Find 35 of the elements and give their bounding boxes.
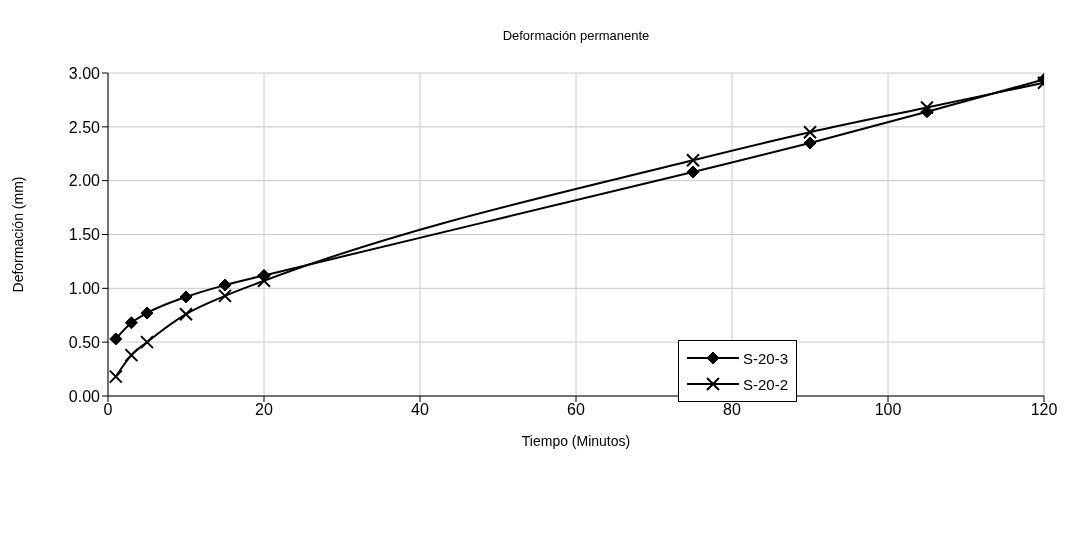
legend-label: S-20-2 <box>743 375 789 393</box>
y-tick-label: 2.50 <box>68 118 101 136</box>
x-tick-label: 60 <box>567 401 585 419</box>
chart-title: Deformación permanente <box>501 28 651 43</box>
point <box>179 307 193 322</box>
point <box>257 273 271 288</box>
point <box>218 278 232 292</box>
point <box>124 316 138 330</box>
y-tick-label: 1.00 <box>68 280 101 298</box>
point <box>108 369 123 384</box>
point <box>803 125 817 140</box>
x-tick-label: 0 <box>103 401 113 419</box>
x-tick-label: 80 <box>723 401 741 419</box>
y-tick-label: 0.00 <box>68 387 101 405</box>
point <box>686 165 700 179</box>
y-tick-label: 2.00 <box>68 172 101 190</box>
x-tick-label: 40 <box>411 401 429 419</box>
legend-label: S-20-3 <box>743 349 789 367</box>
point <box>109 332 123 346</box>
x-axis-title: Tiempo (Minutos) <box>521 433 631 449</box>
x-tick-label: 120 <box>1030 401 1058 419</box>
y-tick-label: 1.50 <box>68 226 101 244</box>
point <box>140 335 154 350</box>
point <box>218 288 232 303</box>
point <box>686 153 700 168</box>
point <box>124 348 139 363</box>
y-tick-label: 3.00 <box>68 64 101 82</box>
y-tick-label: 0.50 <box>68 333 101 351</box>
point <box>803 136 817 150</box>
y-axis-title: Deformación (mm) <box>9 176 26 293</box>
x-tick-label: 20 <box>255 401 273 419</box>
point <box>920 100 934 115</box>
x-tick-label: 100 <box>874 401 902 419</box>
point <box>140 306 154 320</box>
point <box>179 290 193 304</box>
